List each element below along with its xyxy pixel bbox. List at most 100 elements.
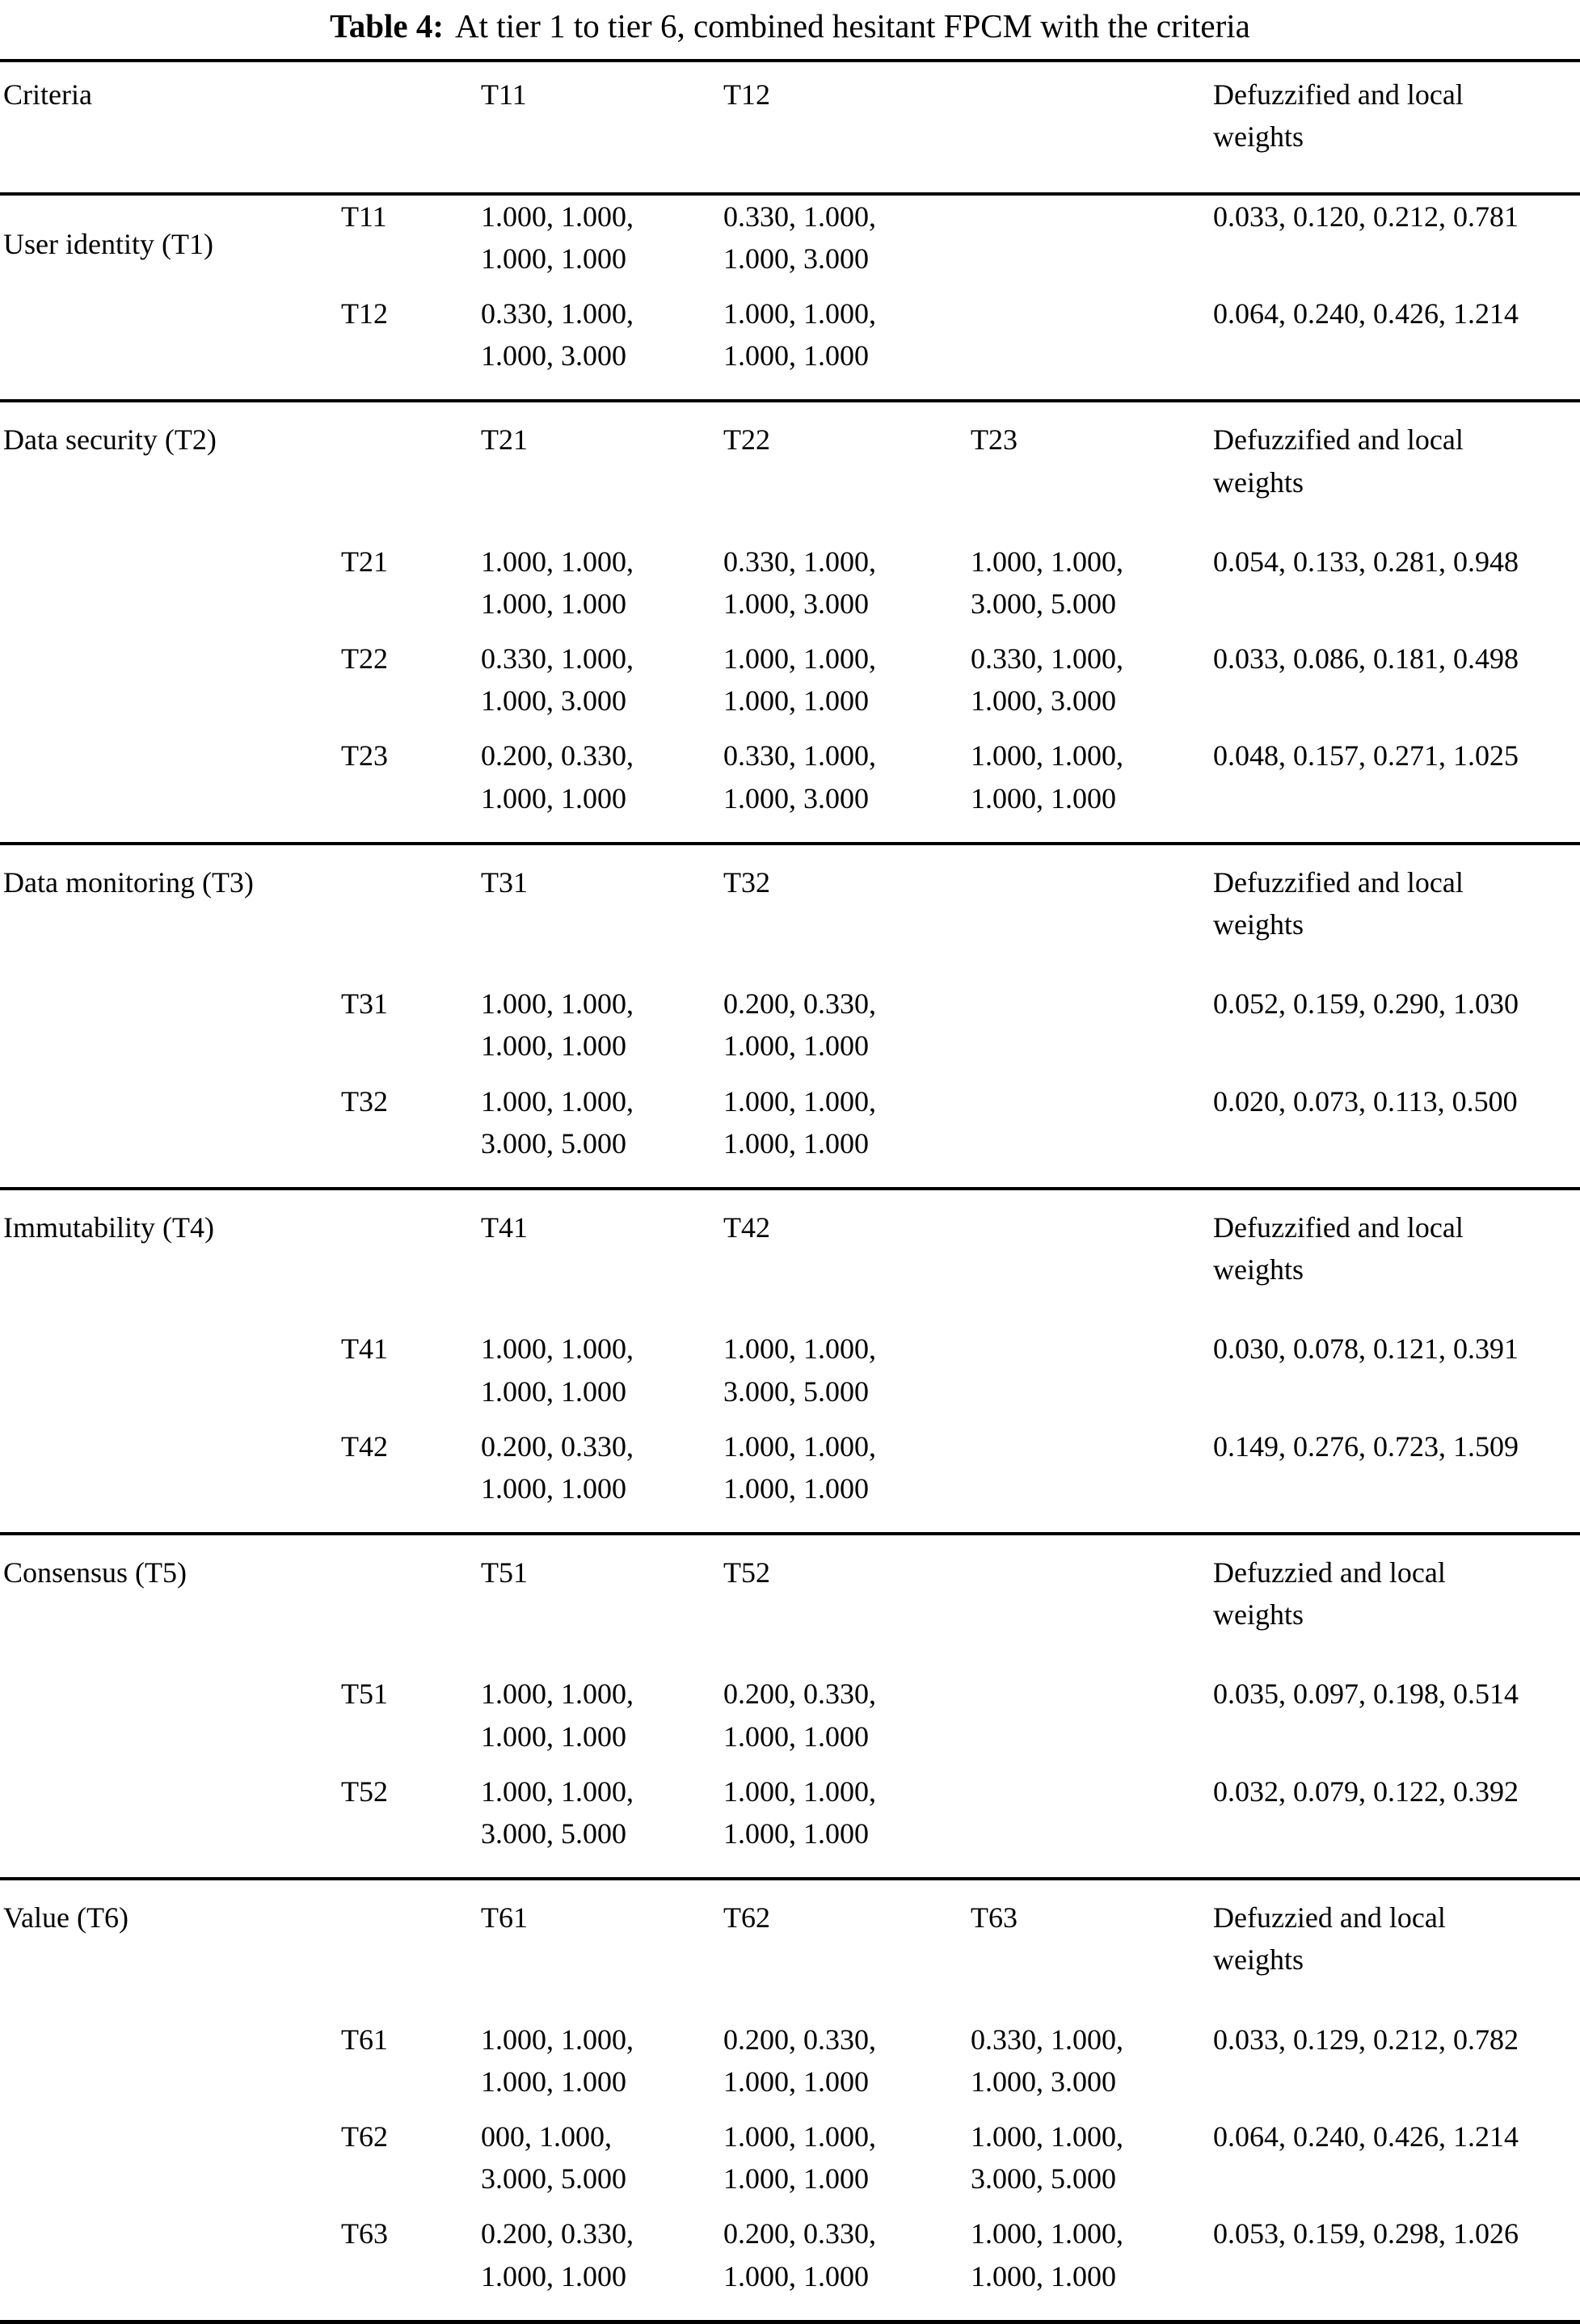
table-row: User identity (T1) T11 1.000, 1.000, 1.0… [0, 194, 1580, 293]
table-caption-text: At tier 1 to tier 6, combined hesitant F… [455, 7, 1250, 44]
matrix-cell: 0.200, 0.330, 1.000, 1.000 [723, 2023, 876, 2098]
matrix-cell: 0.330, 1.000, 1.000, 3.000 [971, 642, 1123, 718]
matrix-cell: 1.000, 1.000, 1.000, 1.000 [481, 2023, 634, 2098]
matrix-cell: 0.330, 1.000, 1.000, 3.000 [723, 200, 876, 275]
row-label: T61 [341, 2023, 388, 2056]
section-value-t6: Value (T6) T61 T62 T63 Defuzzied and loc… [0, 1879, 1580, 2322]
matrix-cell: 0.200, 0.330, 1.000, 1.000 [723, 987, 876, 1063]
weights-cell: 0.033, 0.086, 0.181, 0.498 [1213, 642, 1519, 676]
weights-cell: 0.020, 0.073, 0.113, 0.500 [1213, 1084, 1518, 1118]
weights-cell: 0.052, 0.159, 0.290, 1.030 [1213, 987, 1519, 1021]
matrix-cell [971, 1080, 1213, 1189]
header-col-t22: T22 [723, 423, 770, 457]
matrix-cell [971, 293, 1213, 401]
section-data-monitoring-t3: Data monitoring (T3) T31 T32 Defuzzified… [0, 843, 1580, 1189]
header-col-weights: Defuzzified and local weights [1213, 1210, 1464, 1286]
header-col-t21: T21 [481, 423, 528, 457]
table-row: T41 1.000, 1.000, 1.000, 1.000 1.000, 1.… [0, 1328, 1580, 1425]
matrix-cell: 0.330, 1.000, 1.000, 3.000 [971, 2023, 1123, 2098]
matrix-cell: 1.000, 1.000, 1.000, 1.000 [723, 1429, 876, 1505]
matrix-cell [971, 983, 1213, 1080]
matrix-cell: 0.200, 0.330, 1.000, 1.000 [481, 1429, 634, 1505]
header-col-weights: Defuzzified and local weights [1213, 78, 1464, 154]
matrix-cell: 1.000, 1.000, 1.000, 1.000 [723, 1084, 876, 1160]
matrix-cell: 1.000, 1.000, 1.000, 1.000 [971, 2217, 1123, 2292]
weights-cell: 0.030, 0.078, 0.121, 0.391 [1213, 1333, 1519, 1366]
header-col-t31: T31 [481, 865, 528, 899]
header-col-weights: Defuzzied and local weights [1213, 1901, 1446, 1977]
matrix-cell: 0.200, 0.330, 1.000, 1.000 [723, 2217, 876, 2292]
matrix-cell: 1.000, 1.000, 1.000, 1.000 [481, 545, 634, 620]
matrix-cell: 1.000, 1.000, 3.000, 5.000 [481, 1084, 634, 1160]
section-header-row: Value (T6) T61 T62 T63 Defuzzied and loc… [0, 1879, 1580, 2018]
matrix-cell: 0.330, 1.000, 1.000, 3.000 [481, 297, 634, 373]
section-immutability-t4: Immutability (T4) T41 T42 Defuzzified an… [0, 1188, 1580, 1534]
matrix-cell: 1.000, 1.000, 1.000, 1.000 [481, 200, 634, 275]
header-spacer [339, 1534, 481, 1673]
criteria-label: Data security (T2) [3, 423, 217, 457]
matrix-cell: 0.200, 0.330, 1.000, 1.000 [481, 2217, 634, 2292]
weights-cell: 0.035, 0.097, 0.198, 0.514 [1213, 1678, 1519, 1711]
header-col-t62: T62 [723, 1901, 770, 1935]
table-row: T31 1.000, 1.000, 1.000, 1.000 0.200, 0.… [0, 983, 1580, 1080]
matrix-cell: 1.000, 1.000, 3.000, 5.000 [971, 2120, 1123, 2196]
row-label: T31 [341, 987, 388, 1021]
weights-cell: 0.054, 0.133, 0.281, 0.948 [1213, 545, 1519, 578]
header-col-t51: T51 [481, 1556, 528, 1589]
table-row: T51 1.000, 1.000, 1.000, 1.000 0.200, 0.… [0, 1673, 1580, 1770]
header-col-t63: T63 [971, 1901, 1018, 1935]
weights-cell: 0.053, 0.159, 0.298, 1.026 [1213, 2217, 1519, 2250]
header-spacer [339, 844, 481, 983]
row-label: T41 [341, 1333, 388, 1366]
weights-cell: 0.149, 0.276, 0.723, 1.509 [1213, 1429, 1519, 1463]
matrix-cell: 1.000, 1.000, 1.000, 1.000 [723, 2120, 876, 2196]
table-row: T23 0.200, 0.330, 1.000, 1.000 0.330, 1.… [0, 735, 1580, 843]
table-header-section: Criteria T11 T12 Defuzzified and local w… [0, 61, 1580, 193]
row-label: T42 [341, 1429, 388, 1463]
row-label: T21 [341, 545, 388, 578]
row-label: T51 [341, 1678, 388, 1711]
row-label: T22 [341, 642, 388, 676]
row-label: T23 [341, 739, 388, 773]
header-col-weights: Defuzzied and local weights [1213, 1556, 1446, 1631]
weights-cell: 0.033, 0.120, 0.212, 0.781 [1213, 200, 1519, 233]
section-header-row: Data security (T2) T21 T22 T23 Defuzzifi… [0, 401, 1580, 540]
matrix-cell [971, 1328, 1213, 1425]
section-header-row: Consensus (T5) T51 T52 Defuzzied and loc… [0, 1534, 1580, 1673]
table-row: T21 1.000, 1.000, 1.000, 1.000 0.330, 1.… [0, 541, 1580, 638]
weights-cell: 0.033, 0.129, 0.212, 0.782 [1213, 2023, 1519, 2056]
matrix-cell: 1.000, 1.000, 1.000, 1.000 [971, 739, 1123, 815]
header-spacer [339, 61, 481, 193]
header-spacer [339, 401, 481, 540]
row-label: T12 [341, 297, 388, 330]
section-user-identity-t1: User identity (T1) T11 1.000, 1.000, 1.0… [0, 193, 1580, 402]
matrix-cell: 1.000, 1.000, 3.000, 5.000 [723, 1333, 876, 1408]
weights-cell: 0.032, 0.079, 0.122, 0.392 [1213, 1775, 1519, 1808]
weights-cell: 0.048, 0.157, 0.271, 1.025 [1213, 739, 1519, 773]
header-col-t32: T32 [723, 865, 770, 899]
table-caption-number: Table 4: [330, 7, 445, 44]
header-criteria: Criteria [3, 78, 92, 112]
table-row: T32 1.000, 1.000, 3.000, 5.000 1.000, 1.… [0, 1080, 1580, 1189]
matrix-cell: 1.000, 1.000, 1.000, 1.000 [723, 297, 876, 373]
header-col-t23: T23 [971, 423, 1018, 457]
header-col-weights: Defuzzified and local weights [1213, 865, 1464, 941]
matrix-cell: 000, 1.000, 3.000, 5.000 [481, 2120, 626, 2196]
header-col-t61: T61 [481, 1901, 528, 1935]
header-spacer [339, 1189, 481, 1328]
matrix-cell [971, 194, 1213, 293]
header-col-t12: T12 [723, 78, 770, 112]
fpcm-table: Criteria T11 T12 Defuzzified and local w… [0, 59, 1580, 2324]
matrix-cell [971, 1673, 1213, 1770]
row-label: T63 [341, 2217, 388, 2250]
criteria-label: User identity (T1) [3, 227, 213, 260]
header-spacer [339, 1879, 481, 2018]
criteria-label: Immutability (T4) [3, 1210, 214, 1244]
matrix-cell: 1.000, 1.000, 1.000, 1.000 [481, 1678, 634, 1753]
header-col-empty [971, 1189, 1213, 1328]
matrix-cell: 1.000, 1.000, 1.000, 1.000 [723, 642, 876, 718]
section-data-security-t2: Data security (T2) T21 T22 T23 Defuzzifi… [0, 401, 1580, 844]
table-row: T22 0.330, 1.000, 1.000, 3.000 1.000, 1.… [0, 638, 1580, 735]
table-header-row: Criteria T11 T12 Defuzzified and local w… [0, 61, 1580, 193]
row-label: T62 [341, 2120, 388, 2153]
